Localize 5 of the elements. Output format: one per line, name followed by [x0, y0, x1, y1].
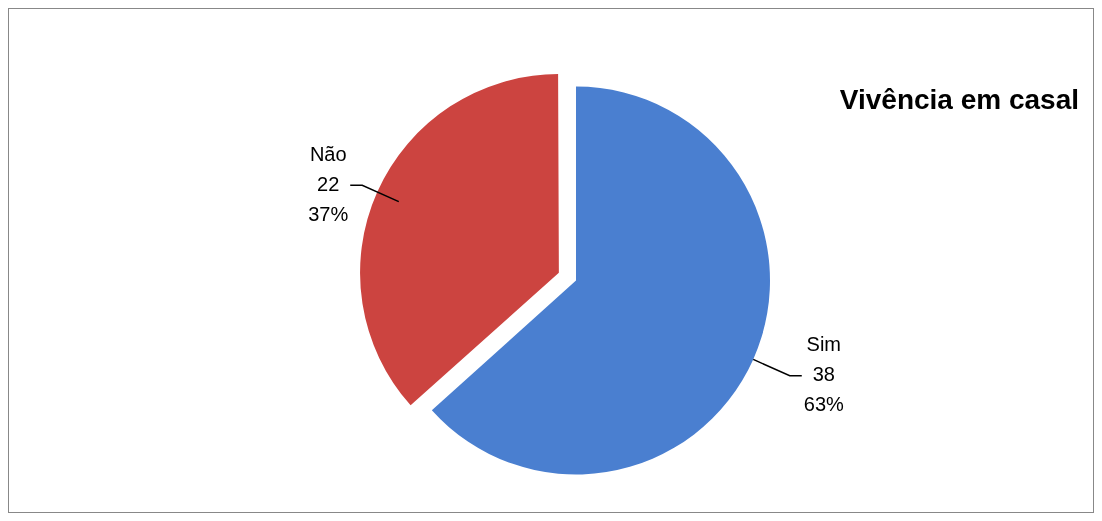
data-label: 22 37%	[308, 172, 349, 225]
slice-label: Não	[309, 142, 347, 165]
data-label: 38 63%	[803, 363, 844, 416]
text: Vivência em casal	[839, 83, 1079, 115]
slice-label: Sim	[806, 333, 841, 356]
